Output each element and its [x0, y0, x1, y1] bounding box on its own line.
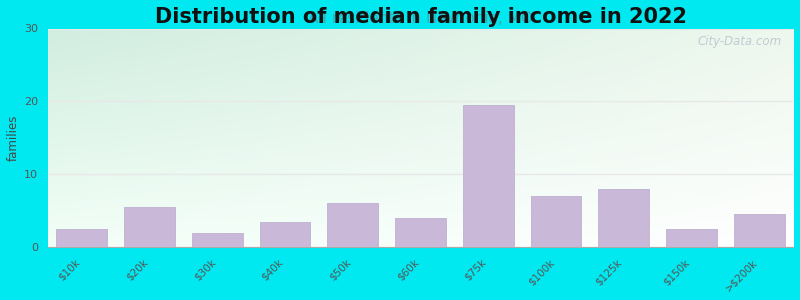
- Bar: [260, 222, 310, 247]
- Y-axis label: families: families: [7, 115, 20, 161]
- Text: City-Data.com: City-Data.com: [698, 35, 782, 48]
- Title: Distribution of median family income in 2022: Distribution of median family income in …: [154, 7, 686, 27]
- Bar: [666, 229, 717, 247]
- Bar: [395, 218, 446, 247]
- Bar: [192, 232, 242, 247]
- Bar: [530, 196, 582, 247]
- Bar: [598, 189, 649, 247]
- Bar: [57, 229, 107, 247]
- Bar: [327, 203, 378, 247]
- Text: All residents in Newtonia, MO: All residents in Newtonia, MO: [308, 11, 533, 26]
- Bar: [124, 207, 175, 247]
- Bar: [734, 214, 785, 247]
- Bar: [463, 105, 514, 247]
